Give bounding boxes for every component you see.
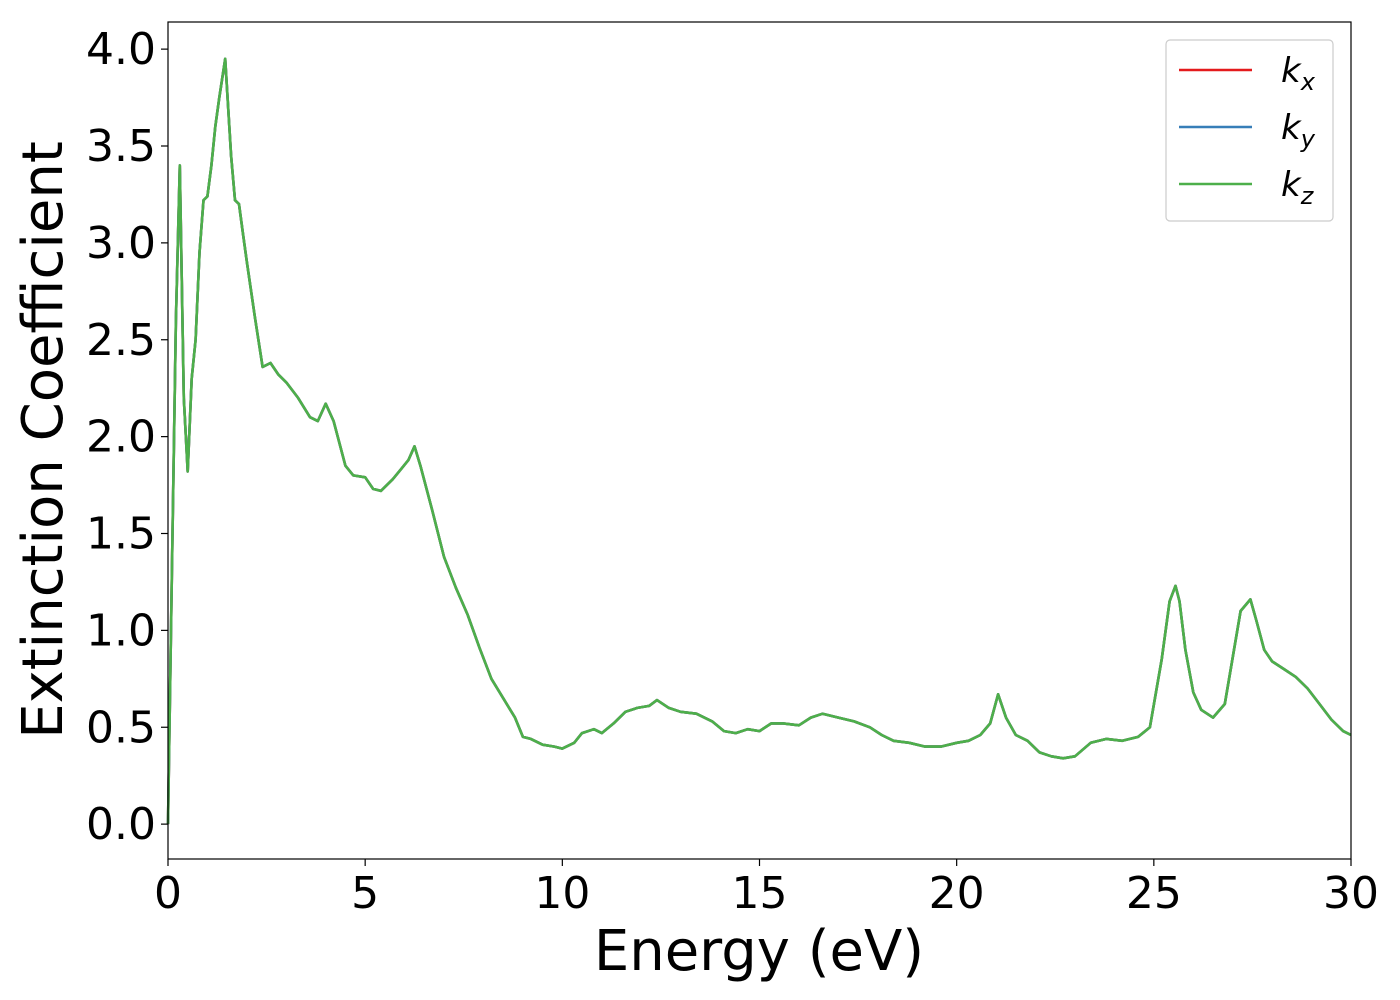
legend: kx ky kz — [1165, 39, 1334, 222]
series-line-k_z — [166, 57, 1352, 825]
y-axis-title: Extinction Coefficient — [11, 141, 76, 739]
y-tick-label: 2.0 — [86, 412, 156, 463]
y-tick-label: 4.0 — [86, 24, 156, 75]
legend-label-kz: kz — [1281, 165, 1315, 210]
y-tick-label: 2.5 — [86, 315, 156, 366]
x-tick-label: 5 — [351, 868, 379, 919]
x-tick-label: 25 — [1126, 868, 1182, 919]
x-tick-label: 0 — [154, 868, 182, 919]
x-tick-label: 30 — [1323, 868, 1379, 919]
y-tick-label: 0.0 — [86, 799, 156, 850]
y-tick-label: 3.5 — [86, 121, 156, 172]
x-tick-label: 20 — [929, 868, 985, 919]
legend-box — [1165, 39, 1334, 222]
plot-lines — [166, 57, 1352, 825]
y-tick-label: 1.5 — [86, 509, 156, 560]
x-axis-ticks: 0 5 10 15 20 25 30 — [154, 859, 1379, 919]
y-tick-label: 0.5 — [86, 702, 156, 753]
y-axis-ticks: 0.0 0.5 1.0 1.5 2.0 2.5 3.0 3.5 4.0 — [86, 24, 168, 850]
x-tick-label: 10 — [534, 868, 590, 919]
x-axis-title: Energy (eV) — [594, 919, 924, 984]
legend-label-ky: ky — [1281, 108, 1316, 153]
legend-label-kx: kx — [1281, 51, 1316, 96]
y-tick-label: 3.0 — [86, 218, 156, 269]
x-tick-label: 15 — [732, 868, 788, 919]
y-tick-label: 1.0 — [86, 605, 156, 656]
